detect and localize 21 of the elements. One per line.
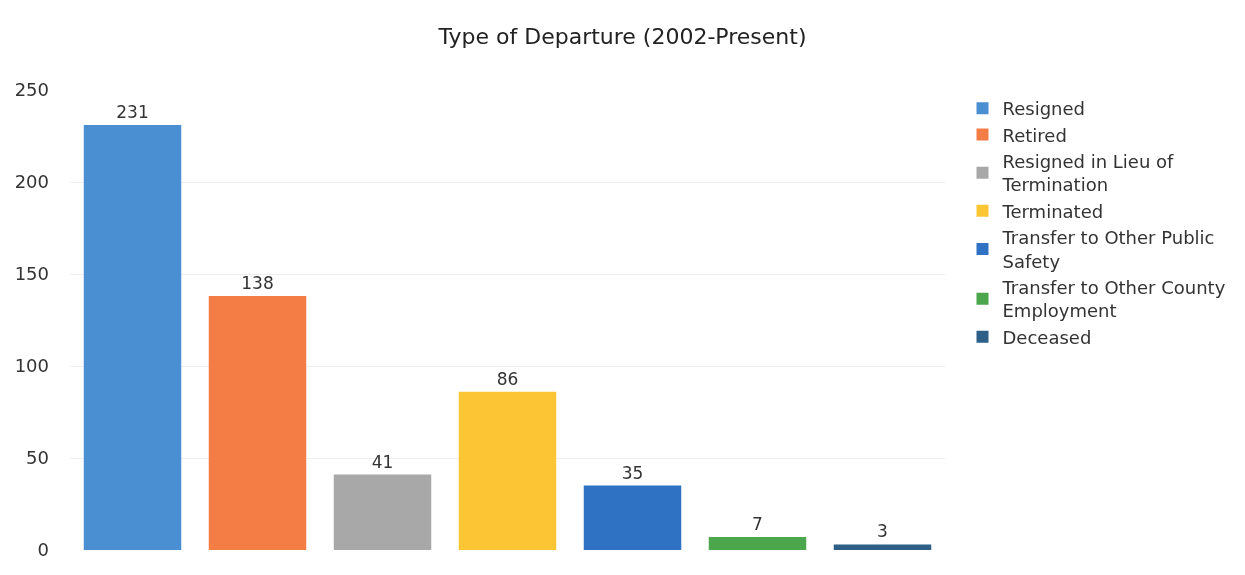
legend-label: Transfer to Other County Employment <box>1001 277 1226 322</box>
y-tick-label: 100 <box>14 355 49 377</box>
legend-label: Resigned <box>1002 98 1085 120</box>
chart-title: Type of Departure (2002-Present) <box>437 24 807 50</box>
legend-label: Transfer to Other Public Safety <box>1001 227 1215 272</box>
y-tick-label: 250 <box>14 79 49 101</box>
data-label: 86 <box>496 368 519 389</box>
data-label: 41 <box>371 451 394 472</box>
data-label: 35 <box>621 462 644 483</box>
legend-label: Retired <box>1002 124 1067 146</box>
legend-label: Resigned in Lieu of Termination <box>1001 151 1175 196</box>
data-label: 7 <box>752 514 763 535</box>
y-tick-label: 0 <box>37 539 49 561</box>
legend-label: Terminated <box>1001 200 1104 222</box>
data-label: 3 <box>877 521 888 542</box>
y-tick-label: 150 <box>14 263 49 285</box>
y-tick-label: 50 <box>26 447 49 469</box>
y-tick-label: 200 <box>14 171 49 193</box>
legend-label: Deceased <box>1002 326 1092 348</box>
data-label: 231 <box>116 101 149 122</box>
data-label: 138 <box>241 273 274 294</box>
